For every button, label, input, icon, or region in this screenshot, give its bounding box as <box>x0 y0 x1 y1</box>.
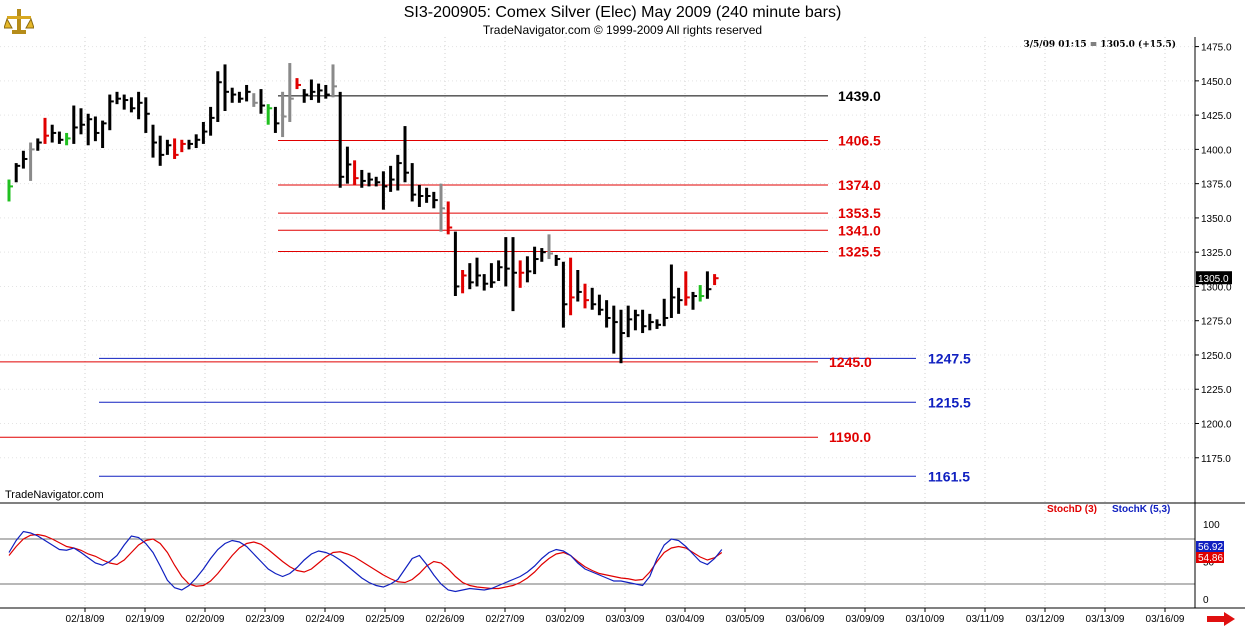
trade-navigator-logo <box>4 9 34 34</box>
date-tick-label: 03/03/09 <box>606 614 645 625</box>
level-label: 1353.5 <box>838 205 881 221</box>
legend-stoch-d: StochD (3) <box>1047 504 1097 515</box>
last-price-status: 3/5/09 01:15 = 1305.0 (+15.5) <box>1023 40 1177 50</box>
date-tick-label: 03/13/09 <box>1086 614 1125 625</box>
chart-title: SI3-200905: Comex Silver (Elec) May 2009… <box>403 4 842 21</box>
watermark: TradeNavigator.com <box>5 489 104 501</box>
date-tick-label: 02/20/09 <box>186 614 225 625</box>
stoch-last-label: 54.86 <box>1198 553 1223 564</box>
date-tick-label: 03/16/09 <box>1146 614 1185 625</box>
price-tick-label: 1400.0 <box>1201 145 1232 156</box>
last-price-label: 1305.0 <box>1198 274 1229 285</box>
legend-stoch-k: StochK (5,3) <box>1112 504 1171 515</box>
price-tick-label: 1300.0 <box>1201 282 1232 293</box>
date-tick-label: 03/05/09 <box>726 614 765 625</box>
scroll-right-arrow-icon[interactable] <box>1206 612 1236 626</box>
stoch-last-label: 56.92 <box>1198 542 1223 553</box>
stoch-tick-label: 0 <box>1203 595 1209 606</box>
stochastic-lines <box>8 530 723 593</box>
price-tick-label: 1325.0 <box>1201 248 1232 259</box>
date-tick-label: 02/26/09 <box>426 614 465 625</box>
date-tick-label: 02/25/09 <box>366 614 405 625</box>
stoch-tick-label: 100 <box>1203 520 1220 531</box>
price-tick-label: 1250.0 <box>1201 351 1232 362</box>
level-label: 1161.5 <box>928 468 970 484</box>
stoch-k-line <box>8 530 723 593</box>
level-label: 1215.5 <box>928 394 971 410</box>
price-tick-label: 1375.0 <box>1201 180 1232 191</box>
last-price-box <box>1196 271 1232 285</box>
price-tick-label: 1275.0 <box>1201 317 1232 328</box>
price-tick-label: 1475.0 <box>1201 43 1232 54</box>
price-tick-label: 1225.0 <box>1201 385 1232 396</box>
level-label: 1406.5 <box>838 132 881 148</box>
price-gridlines <box>0 37 1195 608</box>
date-tick-label: 03/02/09 <box>546 614 585 625</box>
level-label: 1247.5 <box>928 350 971 366</box>
price-tick-label: 1425.0 <box>1201 111 1232 122</box>
level-label: 1190.0 <box>829 429 871 445</box>
stoch-last-box <box>1196 552 1224 563</box>
date-tick-label: 03/11/09 <box>966 614 1005 625</box>
chart-axes: 1175.0 1200.0 1225.0 1250.0 1275.0 1300.0 1325… <box>0 37 1245 625</box>
date-tick-label: 03/09/09 <box>846 614 885 625</box>
level-label: 1245.0 <box>829 354 872 370</box>
price-tick-label: 1450.0 <box>1201 77 1232 88</box>
stoch-d-line <box>8 533 723 590</box>
date-tick-label: 02/23/09 <box>246 614 285 625</box>
level-label: 1341.0 <box>838 222 881 238</box>
level-label: 1374.0 <box>838 177 881 193</box>
price-tick-label: 1175.0 <box>1201 454 1231 465</box>
date-tick-label: 02/18/09 <box>66 614 105 625</box>
level-label: 1439.0 <box>838 88 881 104</box>
price-tick-label: 1200.0 <box>1201 420 1232 431</box>
date-tick-label: 03/06/09 <box>786 614 825 625</box>
price-tick-label: 1350.0 <box>1201 214 1232 225</box>
stochastic-gridlines <box>0 538 1195 585</box>
date-tick-label: 03/04/09 <box>666 614 705 625</box>
date-tick-label: 02/27/09 <box>486 614 525 625</box>
stoch-last-box <box>1196 541 1224 552</box>
price-bars <box>7 63 719 364</box>
date-tick-label: 02/24/09 <box>306 614 345 625</box>
copyright-subtitle: TradeNavigator.com © 1999-2009 All right… <box>482 23 763 37</box>
date-tick-label: 03/12/09 <box>1026 614 1065 625</box>
date-tick-label: 02/19/09 <box>126 614 165 625</box>
level-label: 1325.5 <box>838 243 881 259</box>
date-tick-label: 03/10/09 <box>906 614 945 625</box>
